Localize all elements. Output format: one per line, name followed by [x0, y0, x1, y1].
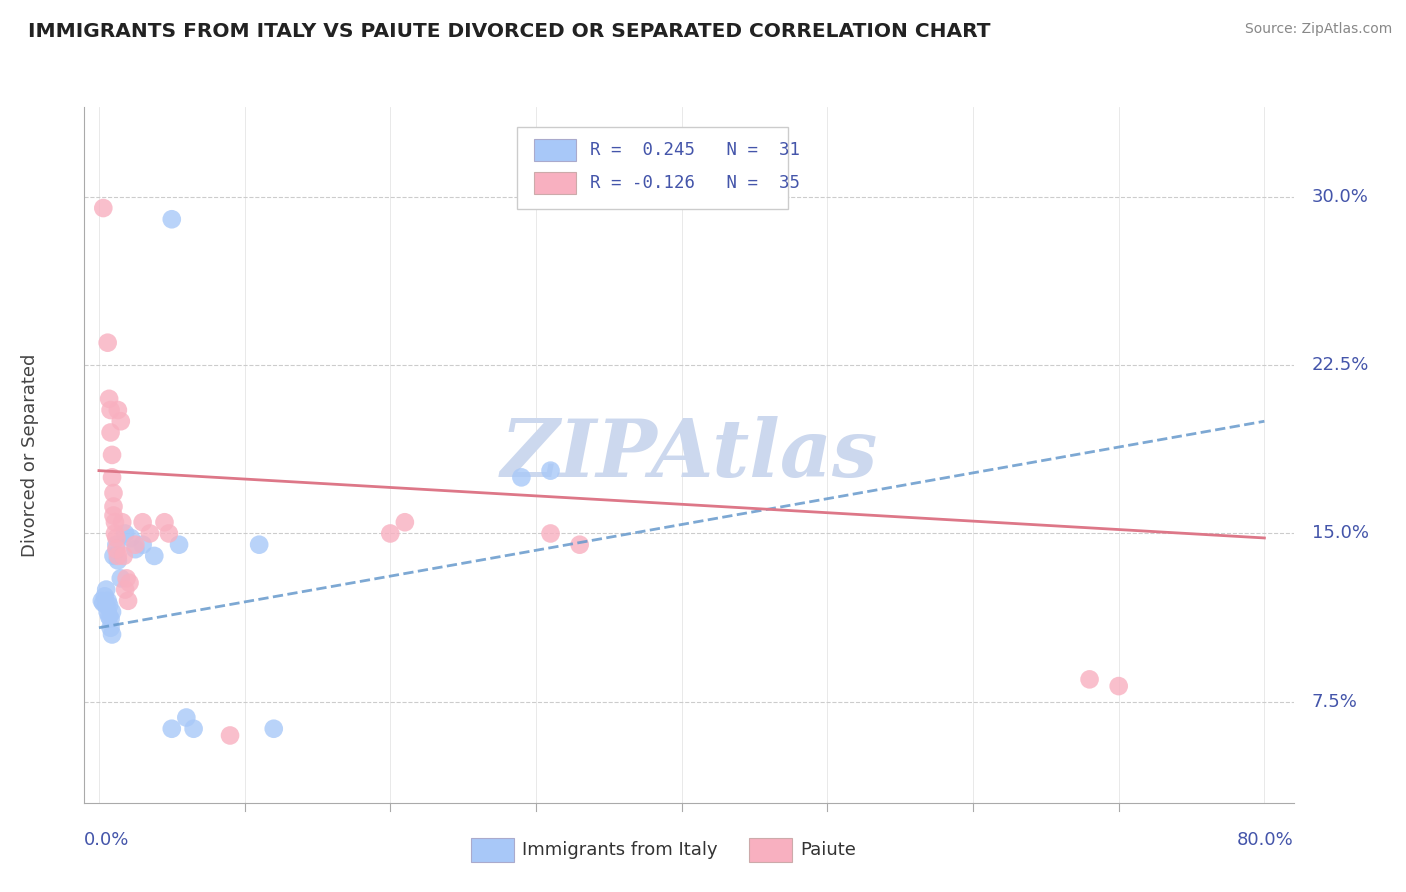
Point — [94, 590, 117, 604]
Point — [107, 553, 129, 567]
Text: 15.0%: 15.0% — [1312, 524, 1368, 542]
Point — [247, 538, 270, 552]
Point — [114, 526, 136, 541]
Point — [394, 515, 416, 529]
Point — [91, 596, 114, 610]
Point — [104, 515, 127, 529]
Point — [98, 599, 121, 613]
Point — [540, 526, 562, 541]
Point — [101, 627, 124, 641]
Point — [112, 549, 135, 563]
Point — [100, 612, 122, 626]
Bar — [534, 139, 576, 161]
Point — [105, 542, 128, 557]
Point — [105, 531, 128, 545]
Point — [105, 538, 128, 552]
Point — [131, 538, 153, 552]
Point — [101, 605, 124, 619]
Text: R = -0.126   N =  35: R = -0.126 N = 35 — [589, 174, 800, 192]
Point — [1108, 679, 1130, 693]
Point — [96, 582, 118, 597]
Point — [157, 526, 180, 541]
Point — [103, 486, 125, 500]
Text: Source: ZipAtlas.com: Source: ZipAtlas.com — [1244, 22, 1392, 37]
Point — [97, 605, 120, 619]
Bar — [471, 838, 513, 862]
Bar — [749, 838, 792, 862]
Point — [114, 582, 136, 597]
Point — [380, 526, 402, 541]
Point — [124, 542, 146, 557]
Point — [98, 392, 121, 406]
Point — [115, 571, 138, 585]
Text: 7.5%: 7.5% — [1312, 693, 1358, 711]
Text: Divorced or Separated: Divorced or Separated — [21, 353, 39, 557]
Point — [176, 710, 198, 724]
Point — [101, 448, 124, 462]
Point — [104, 526, 127, 541]
Text: 0.0%: 0.0% — [84, 830, 129, 848]
Point — [510, 470, 533, 484]
Point — [110, 414, 132, 428]
Text: 30.0%: 30.0% — [1312, 188, 1368, 206]
Point — [103, 508, 125, 523]
Point — [107, 403, 129, 417]
Point — [131, 515, 153, 529]
Point — [263, 722, 285, 736]
Text: Paiute: Paiute — [800, 841, 856, 859]
Text: IMMIGRANTS FROM ITALY VS PAIUTE DIVORCED OR SEPARATED CORRELATION CHART: IMMIGRANTS FROM ITALY VS PAIUTE DIVORCED… — [28, 22, 991, 41]
FancyBboxPatch shape — [517, 127, 789, 210]
Point — [540, 464, 562, 478]
Text: 22.5%: 22.5% — [1312, 356, 1369, 374]
Point — [153, 515, 176, 529]
Point — [1078, 673, 1101, 687]
Point — [100, 403, 122, 417]
Point — [90, 594, 112, 608]
Point — [103, 500, 125, 514]
Point — [91, 201, 114, 215]
Point — [120, 531, 142, 545]
Point — [183, 722, 205, 736]
Point — [568, 538, 591, 552]
Point — [167, 538, 190, 552]
Point — [111, 515, 134, 529]
Bar — [534, 172, 576, 194]
Point — [143, 549, 166, 563]
Point — [124, 538, 146, 552]
Point — [96, 599, 118, 613]
Point — [160, 722, 183, 736]
Point — [117, 594, 139, 608]
Point — [101, 470, 124, 484]
Point — [118, 575, 141, 590]
Point — [139, 526, 162, 541]
Point — [97, 594, 120, 608]
Point — [160, 212, 183, 227]
Point — [219, 729, 242, 743]
Point — [98, 609, 121, 624]
Text: R =  0.245   N =  31: R = 0.245 N = 31 — [589, 141, 800, 159]
Text: Immigrants from Italy: Immigrants from Italy — [522, 841, 717, 859]
Text: 80.0%: 80.0% — [1237, 830, 1294, 848]
Point — [100, 425, 122, 440]
Point — [97, 335, 120, 350]
Text: ZIPAtlas: ZIPAtlas — [501, 417, 877, 493]
Point — [103, 549, 125, 563]
Point — [107, 549, 129, 563]
Point — [110, 571, 132, 585]
Point — [100, 621, 122, 635]
